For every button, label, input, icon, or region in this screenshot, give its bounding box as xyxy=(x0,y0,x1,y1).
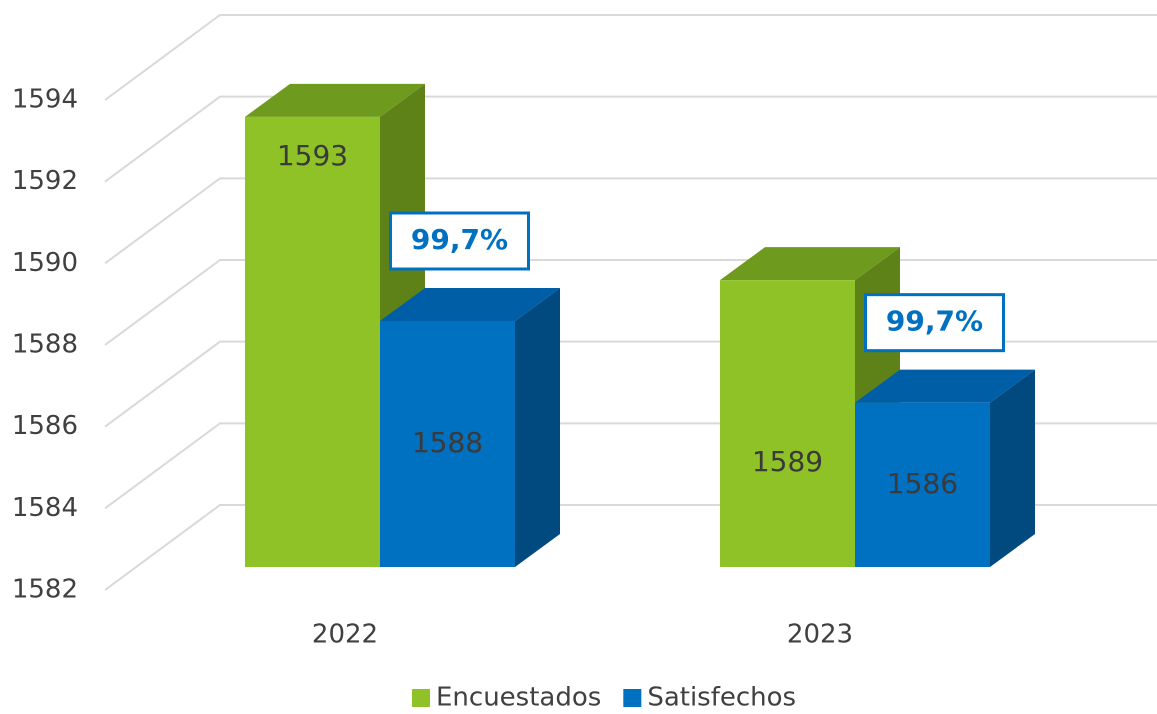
y-tick-label: 1594 xyxy=(12,85,78,115)
y-tick-label: 1592 xyxy=(12,166,78,196)
legend-label: Satisfechos xyxy=(647,683,796,713)
bar-top xyxy=(380,288,560,321)
value-label: 1593 xyxy=(277,139,348,172)
bar-front xyxy=(855,402,990,567)
bar-front xyxy=(380,321,515,567)
bar-top xyxy=(720,247,900,281)
bar-top xyxy=(855,369,1035,403)
annotation: 99,7% xyxy=(411,223,508,256)
y-tick-label: 1586 xyxy=(12,411,78,441)
legend-swatch xyxy=(412,689,430,707)
x-tick-label: 2022 xyxy=(312,620,378,650)
legend-label: Encuestados xyxy=(436,683,601,713)
legend-swatch xyxy=(623,689,642,707)
value-label: 1588 xyxy=(412,426,483,459)
grid-line xyxy=(104,14,1157,101)
grid-line xyxy=(104,95,1157,183)
grid-line xyxy=(104,177,1157,265)
bar xyxy=(855,369,1035,567)
bar-front xyxy=(720,280,855,567)
annotation-box xyxy=(864,293,1005,353)
annotation-box xyxy=(389,211,530,271)
annotation: 99,7% xyxy=(886,305,983,338)
x-tick-label: 2023 xyxy=(787,620,853,650)
value-label: 1586 xyxy=(887,467,958,500)
y-tick-label: 1582 xyxy=(12,575,78,605)
y-tick-label: 1588 xyxy=(12,330,78,360)
bar-side xyxy=(515,288,560,567)
bar-front xyxy=(245,116,380,567)
bar-side xyxy=(990,369,1035,567)
value-label: 1589 xyxy=(752,445,823,478)
y-tick-label: 1584 xyxy=(12,493,78,523)
bar xyxy=(380,288,560,567)
y-tick-label: 1590 xyxy=(12,248,78,278)
bar-top xyxy=(245,83,425,117)
